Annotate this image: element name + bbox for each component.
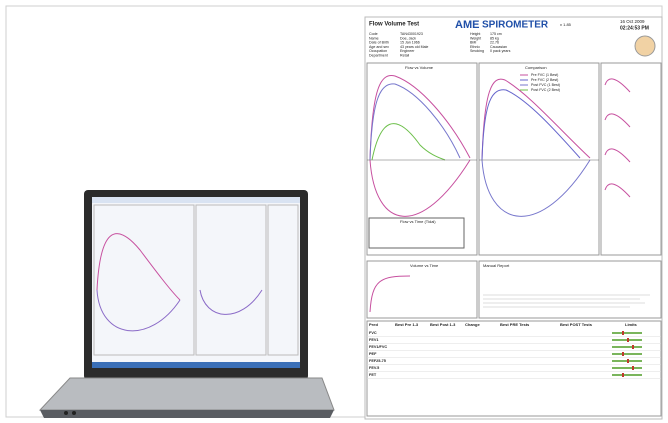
port bbox=[64, 411, 68, 415]
panel-title: Volume vs Time bbox=[410, 263, 439, 268]
legend-label: Post FVC (2 Best) bbox=[531, 88, 560, 92]
report-title: Flow Volume Test bbox=[369, 22, 419, 28]
info-label: Department bbox=[369, 53, 388, 57]
table-header: Change bbox=[465, 322, 480, 327]
thumbnails bbox=[601, 63, 661, 255]
info-value: 0 pack years bbox=[490, 49, 511, 53]
limit-marker bbox=[622, 331, 624, 335]
legend-label: Pre FVC (2 Best) bbox=[531, 78, 558, 82]
panel-title: Flow vs Volume bbox=[405, 65, 434, 70]
row-label: FVC bbox=[369, 331, 377, 335]
version: v 1.85 bbox=[560, 22, 572, 27]
manual-panel bbox=[479, 261, 661, 318]
laptop-front bbox=[40, 410, 334, 418]
time: 02:24:53 PM bbox=[620, 25, 649, 31]
doctor-icon bbox=[635, 36, 655, 56]
limit-marker bbox=[627, 359, 629, 363]
limit-bar bbox=[612, 346, 642, 348]
limit-bar bbox=[612, 332, 642, 334]
table-header: Best PRE Tests bbox=[500, 322, 530, 327]
limit-bar bbox=[612, 367, 642, 369]
screen-toolbar bbox=[92, 197, 300, 203]
taskbar bbox=[92, 362, 300, 368]
panel-title: Comparison bbox=[525, 65, 547, 70]
date: 16 Oct 2009 bbox=[620, 19, 645, 24]
info-value: Retail bbox=[400, 53, 409, 57]
limit-marker bbox=[632, 366, 634, 370]
laptop-base bbox=[40, 378, 334, 410]
table-header: Best Post 1-3 bbox=[430, 322, 456, 327]
limit-marker bbox=[622, 352, 624, 356]
row-label: FEV1/FVC bbox=[369, 345, 387, 349]
volume-time-panel bbox=[367, 261, 477, 318]
scene: Flow Volume Test AME SPIROMETER v 1.85 1… bbox=[0, 0, 668, 423]
limit-bar bbox=[612, 374, 642, 376]
page: Flow Volume Test AME SPIROMETER v 1.85 1… bbox=[0, 0, 668, 423]
brand: AME bbox=[455, 19, 479, 31]
row-label: FEV.5 bbox=[369, 366, 379, 370]
table-header: Best Pre 1-3 bbox=[395, 322, 419, 327]
row-label: FET bbox=[369, 373, 377, 377]
info-label: Smoking bbox=[470, 49, 484, 53]
table-header: Pred bbox=[369, 322, 378, 327]
product: SPIROMETER bbox=[482, 20, 549, 31]
panel-title: Flow vs Time (Tidal) bbox=[400, 219, 436, 224]
limit-marker bbox=[622, 373, 624, 377]
row-label: FEF25-75 bbox=[369, 359, 386, 363]
limit-marker bbox=[627, 338, 629, 342]
table-header: Limits bbox=[625, 322, 638, 327]
panel-title: Manual Report bbox=[483, 263, 510, 268]
legend-label: Post FVC (1 Best) bbox=[531, 83, 560, 87]
port bbox=[72, 411, 76, 415]
legend-label: Pre FVC (1 Best) bbox=[531, 73, 558, 77]
limit-bar bbox=[612, 353, 642, 355]
table-header: Best POST Tests bbox=[560, 322, 593, 327]
row-label: PEF bbox=[369, 352, 377, 356]
limit-marker bbox=[632, 345, 634, 349]
row-label: FEV1 bbox=[369, 338, 379, 342]
